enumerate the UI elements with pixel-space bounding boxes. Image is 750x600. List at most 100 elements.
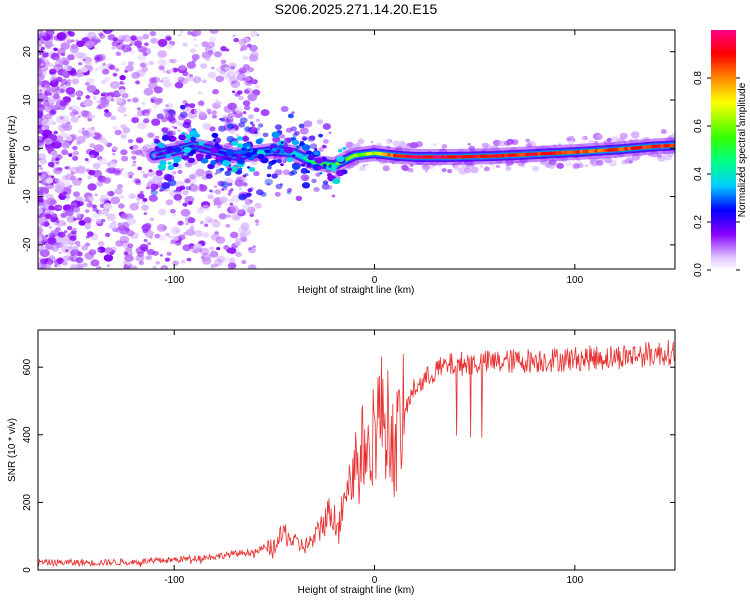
- spectrogram-speckle: [177, 76, 185, 83]
- spectrogram-ridge-blob: [167, 161, 172, 165]
- spectrogram-speckle: [158, 234, 167, 241]
- spectrogram-speckle: [60, 221, 65, 225]
- spectrogram-speckle: [89, 203, 93, 206]
- spectrogram-speckle: [123, 251, 129, 256]
- spectrogram-speckle: [135, 180, 142, 186]
- spectrogram-speckle: [195, 247, 202, 253]
- spectrogram-speckle: [415, 141, 423, 148]
- spectrogram-speckle: [48, 226, 53, 229]
- spectrogram-ridge-blob: [319, 172, 323, 175]
- spectrogram-y-tick-label: -10: [22, 189, 33, 204]
- spectrogram-speckle: [520, 163, 526, 168]
- spectrogram-speckle: [660, 129, 667, 134]
- spectrogram-speckle: [135, 254, 145, 262]
- spectrogram-speckle: [52, 78, 57, 82]
- spectrogram-speckle: [303, 120, 313, 128]
- spectrogram-speckle: [161, 266, 167, 269]
- spectrogram-x-label: Height of straight line (km): [298, 285, 415, 296]
- spectrogram-ridge-blob: [315, 157, 324, 164]
- spectrogram-ridge-blob: [210, 147, 219, 154]
- spectrogram-speckle: [432, 143, 437, 147]
- colorbar-ticks: 0.0 0.2 0.4 0.6 0.8: [693, 71, 740, 277]
- spectrogram-ridge-blob: [307, 154, 315, 161]
- spectrogram-ridge-blob: [236, 136, 243, 141]
- spectrogram-speckle: [137, 122, 147, 130]
- spectrogram-speckle: [264, 178, 274, 186]
- spectrogram-speckle: [223, 202, 228, 206]
- spectrogram-speckle: [49, 110, 56, 116]
- spectrogram-speckle: [63, 230, 68, 234]
- spectrogram-speckle: [199, 221, 204, 225]
- colorbar-tick-label: 0.6: [693, 119, 704, 133]
- spectrogram-speckle: [271, 173, 278, 179]
- snr-y-tick-label: 200: [22, 494, 33, 511]
- spectrogram-speckle: [96, 155, 100, 159]
- spectrogram-speckle: [38, 117, 45, 126]
- spectrogram-speckle: [67, 88, 73, 92]
- spectrogram-speckle: [163, 173, 172, 181]
- spectrogram-speckle: [146, 181, 157, 190]
- spectrogram-speckle: [229, 205, 240, 213]
- spectrogram-ridge-blob: [255, 138, 263, 145]
- spectrogram-speckle: [299, 127, 309, 135]
- spectrogram-speckle: [162, 70, 166, 73]
- spectrogram-speckle: [202, 122, 211, 130]
- spectrogram-ridge-blob: [248, 167, 256, 172]
- spectrogram-ridge-blob: [280, 141, 284, 144]
- spectrogram-speckle: [144, 113, 151, 118]
- spectrogram-speckle: [164, 111, 171, 117]
- spectrogram-speckle: [216, 255, 226, 263]
- spectrogram-speckle: [120, 240, 130, 248]
- spectrogram-speckle: [244, 126, 252, 132]
- spectrogram-speckle: [597, 135, 601, 138]
- spectrogram-speckle: [102, 68, 110, 75]
- spectrogram-speckle: [140, 153, 145, 157]
- spectrogram-speckle: [67, 225, 73, 231]
- spectrogram-speckle: [42, 52, 49, 58]
- spectrogram-speckle: [61, 122, 70, 129]
- spectrogram-speckle: [161, 116, 168, 123]
- spectrogram-speckle: [117, 35, 126, 42]
- spectrogram-speckle: [127, 217, 137, 225]
- spectrogram-speckle: [186, 257, 192, 262]
- spectrogram-speckle: [78, 220, 86, 226]
- spectrogram-speckle: [359, 165, 366, 172]
- spectrogram-speckle: [120, 81, 126, 86]
- spectrogram-speckle: [75, 39, 79, 42]
- spectrogram-speckle: [211, 66, 215, 70]
- spectrogram-speckle: [322, 123, 331, 130]
- spectrogram-speckle: [49, 215, 59, 223]
- spectrogram-speckle: [116, 184, 123, 189]
- spectrogram-speckle: [211, 220, 221, 228]
- spectrogram-speckle: [41, 126, 46, 130]
- spectrogram-speckle: [157, 38, 168, 47]
- spectrogram-speckle: [112, 37, 119, 42]
- spectrogram-speckle: [142, 228, 148, 234]
- spectrogram-speckle: [120, 149, 128, 156]
- spectrogram-speckle: [249, 213, 255, 218]
- spectrogram-speckle: [65, 166, 71, 170]
- spectrogram-speckle: [191, 53, 200, 61]
- spectrogram-ridge-blob: [291, 139, 300, 146]
- spectrogram-speckle: [106, 95, 113, 101]
- spectrogram-speckle: [209, 250, 219, 258]
- spectrogram-speckle: [100, 79, 107, 85]
- spectrogram-speckle: [441, 144, 448, 149]
- spectrogram-speckle: [194, 108, 202, 115]
- spectrogram-ridge-blob: [307, 162, 311, 166]
- spectrogram-speckle: [173, 189, 178, 193]
- spectrogram-speckle: [127, 171, 134, 177]
- spectrogram-speckle: [65, 173, 75, 181]
- spectrogram-speckle: [157, 208, 167, 216]
- spectrogram-speckle: [234, 179, 244, 187]
- spectrogram-speckle: [596, 160, 604, 166]
- spectrogram-speckle: [399, 140, 406, 145]
- spectrogram-ridge-blob: [237, 158, 245, 165]
- spectrogram-speckle: [182, 190, 189, 196]
- spectrogram-speckle: [53, 130, 58, 135]
- spectrogram-speckle: [38, 43, 42, 48]
- spectrogram-speckle: [168, 109, 176, 116]
- spectrogram-speckle: [204, 56, 211, 62]
- spectrogram-y-label: Frequency (Hz): [7, 116, 18, 185]
- spectrogram-speckle: [174, 81, 184, 89]
